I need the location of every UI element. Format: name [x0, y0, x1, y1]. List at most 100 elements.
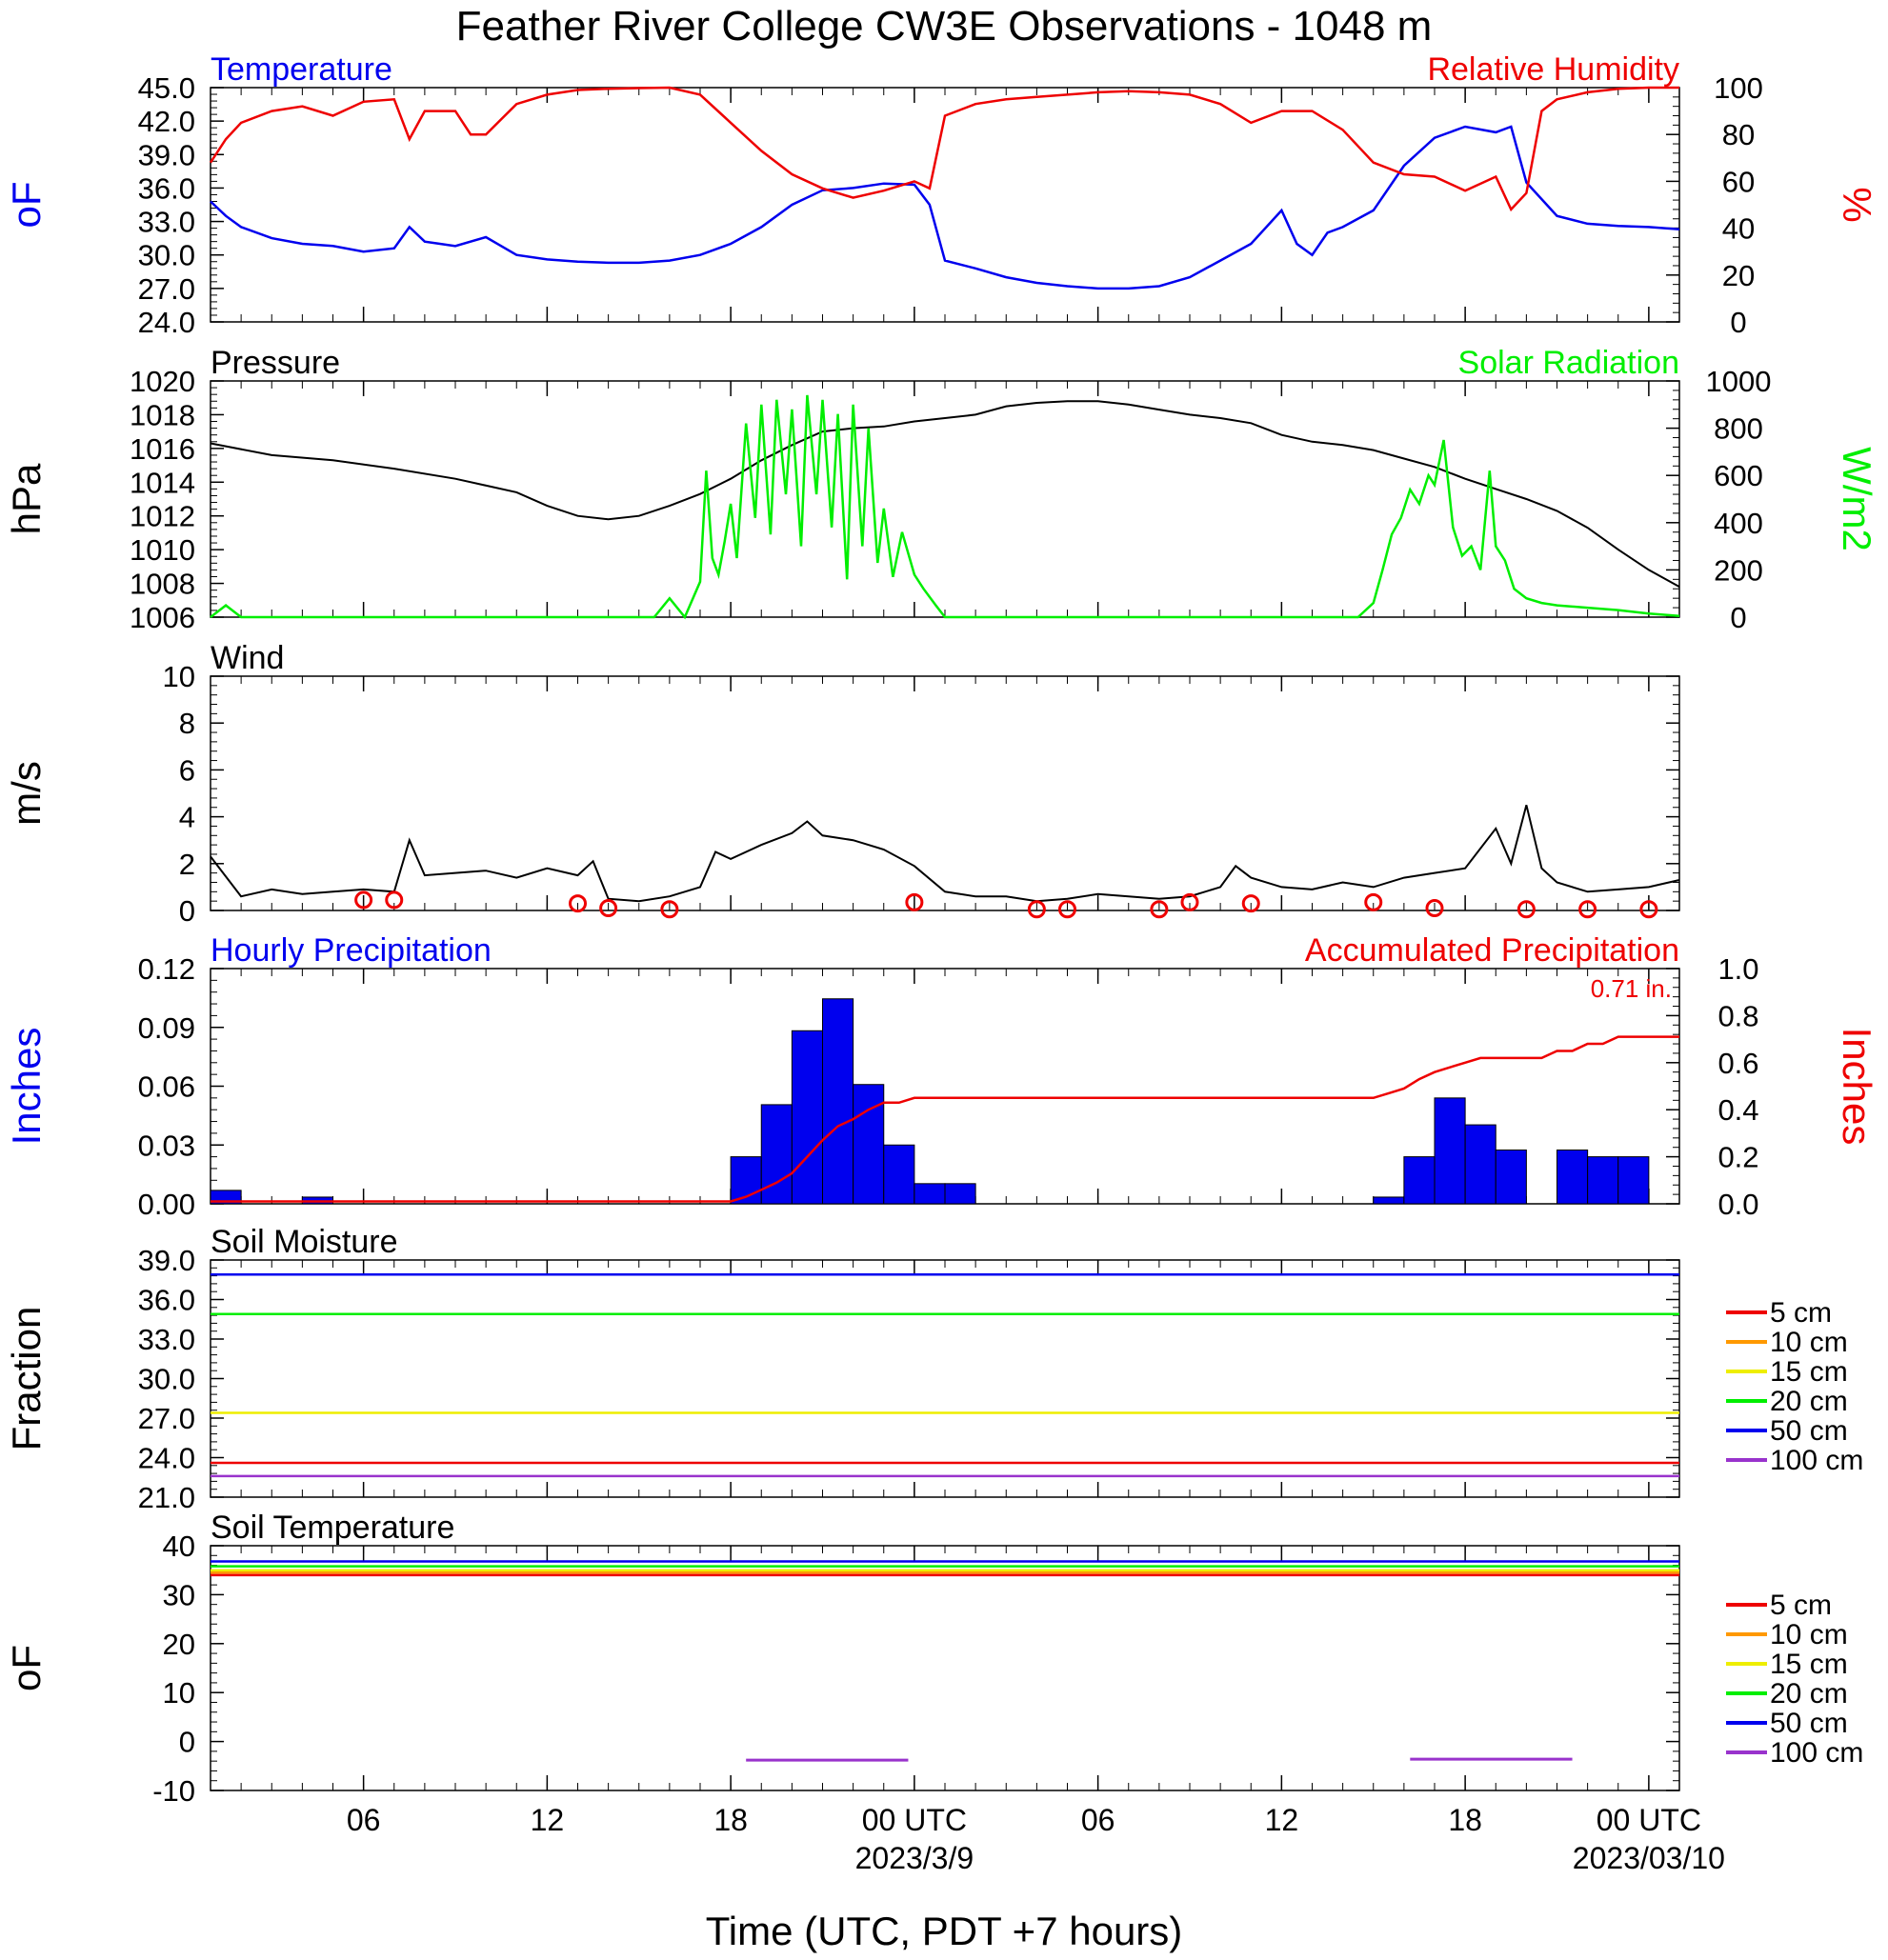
legend-label: 20 cm	[1770, 1386, 1848, 1417]
y-tick-label: -10	[152, 1774, 195, 1808]
y-tick-label: 24.0	[138, 306, 195, 339]
y-right-tick-label: 100	[1714, 71, 1763, 105]
y-tick-label: 8	[179, 707, 195, 740]
calm-wind-marker	[905, 892, 924, 911]
calm-wind-marker	[1241, 894, 1260, 913]
figure-title: Feather River College CW3E Observations …	[456, 3, 1433, 50]
panel-title-left: Soil Moisture	[211, 1224, 398, 1260]
y-axis-label: m/s	[4, 761, 49, 826]
legend-label: 10 cm	[1770, 1619, 1848, 1650]
y-tick-label: 1010	[130, 533, 195, 567]
precip-bar	[914, 1183, 946, 1205]
legend-label: 50 cm	[1770, 1415, 1848, 1447]
plot-frame	[210, 380, 1680, 618]
panel-title-left: Wind	[211, 640, 284, 676]
x-date-label: 2023/3/9	[855, 1841, 974, 1875]
series-line-1	[210, 394, 1680, 620]
legend-label: 15 cm	[1770, 1356, 1848, 1388]
y-tick-label: 0.03	[138, 1129, 195, 1162]
x-axis-label: Time (UTC, PDT +7 hours)	[706, 1909, 1183, 1953]
calm-wind-marker	[1639, 900, 1658, 919]
y-tick-label: 2	[179, 848, 195, 881]
legend-label: 5 cm	[1770, 1590, 1832, 1621]
calm-wind-marker	[1364, 892, 1383, 911]
y-tick-label: 45.0	[138, 71, 195, 105]
y-tick-label: 1008	[130, 568, 195, 601]
x-tick-label: 00 UTC	[1597, 1803, 1701, 1837]
panel-title-right: Solar Radiation	[1458, 345, 1679, 381]
x-tick-label: 00 UTC	[862, 1803, 967, 1837]
plot-frame	[210, 1259, 1680, 1498]
y-axis-label: Inches	[4, 1028, 49, 1146]
series-line-1	[209, 86, 1679, 212]
calm-wind-marker	[1180, 892, 1199, 911]
precip-bar	[791, 1030, 823, 1205]
panel-soil_moisture: 39.0 36.0 33.0 30.0 27.0 24.0 21.0 Soil Moistur…	[4, 1224, 1863, 1514]
y-right-tick-label: 80	[1722, 118, 1755, 151]
y-right-tick-label: 40	[1722, 212, 1755, 246]
y-right-tick-label: 200	[1714, 553, 1763, 587]
series-line-0	[211, 1035, 1679, 1203]
y-tick-label: 0.00	[138, 1188, 195, 1221]
precip-bar	[1617, 1156, 1650, 1205]
precip-bar	[883, 1144, 915, 1205]
legend-label: 100 cm	[1770, 1445, 1863, 1476]
y-tick-label: 21.0	[138, 1481, 195, 1514]
y-right-tick-label: 0.0	[1717, 1188, 1758, 1221]
precip-bar	[1373, 1196, 1405, 1205]
calm-wind-marker	[1578, 900, 1597, 919]
y-tick-label: 4	[179, 801, 195, 834]
y-tick-label: 10	[163, 660, 195, 693]
y-tick-label: 0	[179, 1726, 195, 1759]
legend-label: 15 cm	[1770, 1649, 1848, 1680]
y-tick-label: 0.12	[138, 952, 195, 986]
legend-label: 100 cm	[1770, 1737, 1863, 1769]
y-tick-label: 0.06	[138, 1070, 195, 1104]
y-tick-label: 39.0	[138, 1244, 195, 1277]
series-line-0	[210, 400, 1680, 588]
y-tick-label: 0.09	[138, 1011, 195, 1045]
x-tick-label: 12	[1265, 1803, 1299, 1837]
y-axis-label-right: W/m2	[1835, 447, 1879, 551]
y-tick-label: 1006	[130, 601, 195, 634]
legend-label: 20 cm	[1770, 1678, 1848, 1710]
y-tick-label: 30.0	[138, 239, 195, 272]
calm-wind-marker	[599, 899, 618, 918]
panel-title-right: Accumulated Precipitation	[1305, 932, 1679, 969]
precip-bar	[1495, 1150, 1527, 1205]
y-right-tick-label: 20	[1722, 259, 1755, 292]
y-tick-label: 30.0	[138, 1363, 195, 1396]
y-axis-label: hPa	[4, 463, 49, 534]
y-axis-label-right: Inches	[1835, 1028, 1879, 1146]
y-right-tick-label: 1000	[1706, 365, 1772, 398]
x-tick-label: 06	[347, 1803, 381, 1837]
y-right-tick-label: 400	[1714, 507, 1763, 540]
calm-wind-marker	[1425, 899, 1444, 918]
calm-wind-marker	[1150, 900, 1169, 919]
y-tick-label: 1014	[130, 466, 195, 499]
x-date-label: 2023/03/10	[1573, 1841, 1725, 1875]
precip-bar	[853, 1084, 885, 1205]
series-line-0	[210, 805, 1680, 903]
x-tick-label: 18	[713, 1803, 748, 1837]
panel-wind: 10 8 6 4 2 0 Wind m/s	[4, 640, 1680, 928]
legend-label: 5 cm	[1770, 1297, 1832, 1329]
panel-precipitation: 0.12 0.09 0.06 0.03 0.00 1.0 0.8 0.6 0.4 0.2 0.0 Ho…	[4, 932, 1879, 1221]
panel-title-right: Relative Humidity	[1427, 51, 1679, 88]
y-right-tick-label: 0	[1730, 601, 1746, 634]
y-tick-label: 1020	[130, 365, 195, 398]
panel-title-left: Hourly Precipitation	[211, 932, 492, 969]
y-right-tick-label: 0.6	[1717, 1047, 1758, 1080]
panel-title-left: Pressure	[211, 345, 340, 381]
y-tick-label: 1012	[130, 500, 195, 533]
plot-frame	[210, 1545, 1680, 1791]
accumulated-total-annotation: 0.71 in.	[1591, 974, 1672, 1003]
y-tick-label: 10	[163, 1676, 195, 1710]
calm-wind-marker	[1058, 900, 1076, 919]
legend-label: 10 cm	[1770, 1327, 1848, 1358]
y-tick-label: 27.0	[138, 272, 195, 306]
precip-bar	[822, 998, 854, 1205]
y-tick-label: 39.0	[138, 138, 195, 171]
